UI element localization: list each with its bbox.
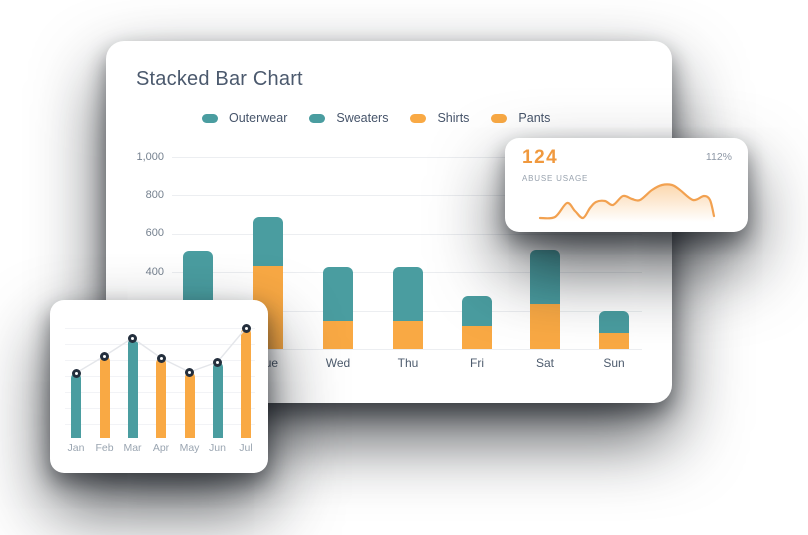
data-point-marker xyxy=(100,351,109,361)
legend-swatch-icon xyxy=(410,113,427,123)
chart-legend: Outerwear Sweaters Shirts Pants xyxy=(202,111,550,125)
abuse-usage-card: 124 ABUSE USAGE 112% xyxy=(505,138,748,232)
y-axis-tick: 1,000 xyxy=(136,150,164,163)
month-label-apr: Apr xyxy=(152,442,170,454)
y-axis-tick: 600 xyxy=(145,227,164,240)
mini-bar-feb xyxy=(99,356,110,438)
monthly-bar-chart-card: Jan Feb Mar Apr May Jun Jul xyxy=(50,300,268,473)
data-point-marker xyxy=(213,357,222,367)
bar-sat-teal-segment xyxy=(530,250,560,304)
bar-wed-teal-segment xyxy=(323,267,353,322)
trend-connector-line xyxy=(75,327,247,374)
bar-fri-orange-segment xyxy=(462,326,492,349)
bar-thu-teal-segment xyxy=(393,267,423,322)
month-label-jan: Jan xyxy=(67,442,85,454)
bar-sun-orange-segment xyxy=(599,332,629,349)
x-axis-label-sat: Sat xyxy=(535,356,554,370)
month-label-feb: Feb xyxy=(95,442,114,454)
stat-label: ABUSE USAGE xyxy=(522,174,589,183)
sparkline-chart xyxy=(538,183,716,222)
mini-bar-jun xyxy=(212,362,223,438)
legend-item-shirts[interactable]: Shirts xyxy=(410,111,469,125)
legend-item-pants[interactable]: Pants xyxy=(491,111,550,125)
mini-bar-may xyxy=(184,372,195,438)
stat-head: 124 ABUSE USAGE xyxy=(522,147,588,183)
data-point-marker xyxy=(185,367,194,377)
gridline xyxy=(172,233,642,235)
gridline xyxy=(172,349,642,350)
x-axis-label-thu: Thu xyxy=(397,356,419,370)
bar-wed-orange-segment xyxy=(323,321,353,349)
legend-label: Outerwear xyxy=(229,111,288,125)
legend-label: Pants xyxy=(518,111,551,125)
sparkline-area-fill xyxy=(540,184,714,222)
mini-bar-jul xyxy=(241,328,251,438)
legend-label: Sweaters xyxy=(336,111,389,125)
gridline xyxy=(65,328,255,329)
legend-swatch-icon xyxy=(491,113,508,123)
gridline xyxy=(172,157,642,158)
month-label-may: May xyxy=(179,442,200,454)
stat-value: 124 xyxy=(522,147,559,168)
month-label-jun: Jun xyxy=(209,442,226,454)
sparkline-stroke xyxy=(538,183,716,220)
legend-swatch-icon xyxy=(309,113,326,123)
stat-percentage-badge: 112% xyxy=(705,151,732,163)
bar-tue-teal-segment xyxy=(253,216,283,267)
legend-label: Shirts xyxy=(437,111,470,125)
legend-item-sweaters[interactable]: Sweaters xyxy=(309,111,388,125)
chart-title: Stacked Bar Chart xyxy=(136,68,303,90)
data-point-marker xyxy=(71,368,81,378)
x-axis-label-wed: Wed xyxy=(325,356,351,370)
x-axis-label-sun: Sun xyxy=(603,356,625,370)
x-axis-label-fri: Fri xyxy=(470,356,484,370)
y-axis-tick: 400 xyxy=(145,265,164,278)
data-point-marker xyxy=(128,333,137,343)
bar-fri-teal-segment xyxy=(462,296,492,326)
data-point-marker xyxy=(241,323,251,333)
month-label-mar: Mar xyxy=(123,442,142,454)
mini-bar-jan xyxy=(71,373,81,438)
gridline xyxy=(65,344,255,345)
bar-sat-orange-segment xyxy=(530,303,560,349)
bar-sun-teal-segment xyxy=(599,310,629,333)
data-point-marker xyxy=(156,353,166,363)
legend-item-outerwear[interactable]: Outerwear xyxy=(202,111,287,125)
gridline xyxy=(172,195,642,197)
bar-thu-orange-segment xyxy=(393,321,423,349)
y-axis-tick: 800 xyxy=(145,188,164,201)
mini-bar-mar xyxy=(127,338,138,438)
month-label-jul: Jul xyxy=(239,442,253,454)
mini-bar-apr xyxy=(156,358,166,438)
legend-swatch-icon xyxy=(202,113,218,123)
